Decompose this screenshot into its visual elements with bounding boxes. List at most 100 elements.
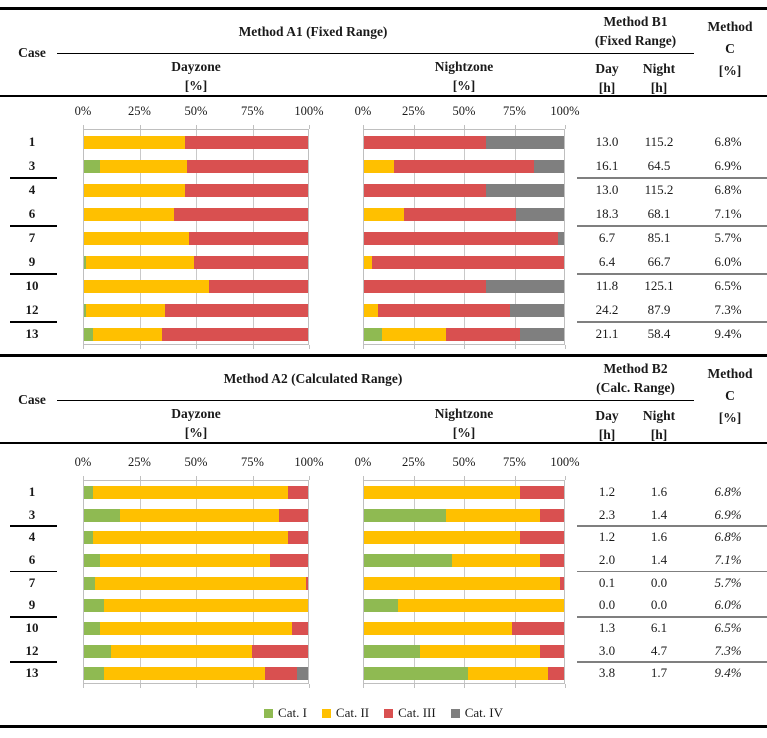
bar-segment-cat1 <box>84 303 87 317</box>
axis-tick-mark <box>139 476 141 480</box>
day-hours-value: 1.2 <box>598 483 616 499</box>
bar-segment-cat3 <box>278 508 308 522</box>
legend-swatch-cat1-icon <box>264 708 274 718</box>
bar-row-case-1 <box>364 135 564 149</box>
bar-segment-cat1 <box>84 553 100 567</box>
bar-segment-cat2 <box>104 667 266 681</box>
bar-row-case-3 <box>84 508 308 522</box>
bar-segment-cat2 <box>92 327 163 341</box>
axis-tick-mark <box>139 125 141 129</box>
axis-tick-label: 0% <box>74 455 92 469</box>
axis-tick-label: 50% <box>184 455 208 469</box>
nightzone-label: Nightzone <box>434 406 494 421</box>
night-hours-value: 58.4 <box>647 325 671 341</box>
axis-tick-mark <box>413 476 415 480</box>
day-hours-value: 1.3 <box>598 619 616 635</box>
table-row-separator <box>577 225 767 227</box>
bar-segment-cat4 <box>520 327 564 341</box>
bar-segment-cat2 <box>364 531 520 545</box>
case-column-header: Case <box>18 45 46 60</box>
bar-row-case-3 <box>84 159 308 173</box>
axis-tick-mark <box>139 345 141 349</box>
nightzone-label: Nightzone <box>434 59 494 74</box>
bar-row-case-7 <box>84 576 308 590</box>
top-rule <box>0 7 767 10</box>
method-c-title-line1: Method <box>707 19 753 34</box>
bar-segment-cat3 <box>184 135 308 149</box>
bar-row-case-6 <box>84 553 308 567</box>
bar-row-case-4 <box>84 183 308 197</box>
night-hours-header: Night [h] <box>629 59 689 97</box>
case-label: 9 <box>28 597 36 613</box>
axis-tick-mark <box>464 684 465 689</box>
method-c-value: 5.7% <box>714 229 742 245</box>
dayzone-header: Dayzone [%] <box>83 404 309 442</box>
bar-segment-cat2 <box>104 599 308 613</box>
legend-label: Cat. I <box>278 705 307 720</box>
night-hours-header: Night [h] <box>629 406 689 444</box>
bar-segment-cat3 <box>189 231 308 245</box>
bar-segment-cat2 <box>86 255 194 269</box>
night-hours-value: 4.7 <box>650 642 668 658</box>
night-hours-value: 66.7 <box>647 253 671 269</box>
bar-segment-cat3 <box>404 207 516 221</box>
bar-segment-cat3 <box>184 183 308 197</box>
method-c-title-line2: C <box>725 41 735 56</box>
bar-segment-cat2 <box>398 599 564 613</box>
axis-tick-mark <box>464 345 465 349</box>
bar-segment-cat1 <box>84 667 105 681</box>
day-hours-value: 0.0 <box>598 597 616 613</box>
method-c-value: 9.4% <box>714 325 742 341</box>
axis-tick-mark <box>83 476 84 480</box>
bar-row-case-12 <box>364 303 564 317</box>
axis-tick-label: 75% <box>503 104 526 118</box>
bar-segment-cat4 <box>486 183 564 197</box>
bar-row-case-4 <box>364 531 564 545</box>
case-label: 13 <box>25 325 39 341</box>
bar-row-case-10 <box>364 621 564 635</box>
bar-segment-cat4 <box>558 231 564 245</box>
bar-segment-cat1 <box>364 508 446 522</box>
bar-segment-cat4 <box>534 159 564 173</box>
bar-segment-cat3 <box>540 644 564 658</box>
axis-tick-mark <box>363 125 364 129</box>
case-row-separator <box>10 273 57 275</box>
axis-tick-mark <box>309 476 310 480</box>
day-hours-value: 1.2 <box>598 529 616 545</box>
bar-row-case-4 <box>84 531 308 545</box>
bar-segment-cat3 <box>265 667 297 681</box>
table-row-separator <box>577 177 767 179</box>
axis-tick-mark <box>309 345 310 349</box>
day-hours-value: 13.0 <box>595 133 619 149</box>
method-c-title-line1: Method <box>707 366 753 381</box>
bar-segment-cat2 <box>99 553 270 567</box>
night-hours-value: 68.1 <box>647 205 671 221</box>
bar-segment-cat4 <box>296 667 308 681</box>
night-label: Night <box>642 408 676 423</box>
bar-segment-cat1 <box>84 485 93 499</box>
legend-swatch-cat4-icon <box>450 708 460 718</box>
method-c-title: Method C [%] <box>698 16 762 82</box>
bar-segment-cat3 <box>520 485 564 499</box>
bar-segment-cat2 <box>468 667 548 681</box>
bar-segment-cat1 <box>364 644 420 658</box>
axis-tick-mark <box>565 125 566 129</box>
bar-row-case-1 <box>84 135 308 149</box>
bar-row-case-6 <box>364 207 564 221</box>
method-c-value: 9.4% <box>714 665 742 681</box>
case-label: 6 <box>28 205 36 221</box>
bar-segment-cat2 <box>364 485 520 499</box>
method-b1-title-line1: Method B1 <box>603 14 668 29</box>
legend: Cat. I Cat. II Cat. III Cat. IV <box>0 704 767 722</box>
bar-segment-cat3 <box>394 159 534 173</box>
day-unit: [h] <box>598 80 616 95</box>
header-rule <box>0 95 767 97</box>
method-c-value: 6.9% <box>714 157 742 173</box>
legend-item-cat1: Cat. I <box>264 705 307 721</box>
legend-label: Cat. IV <box>464 705 503 720</box>
axis-tick-mark <box>464 125 465 129</box>
bar-segment-cat1 <box>84 327 93 341</box>
bar-row-case-13 <box>364 667 564 681</box>
bar-segment-cat4 <box>510 303 564 317</box>
